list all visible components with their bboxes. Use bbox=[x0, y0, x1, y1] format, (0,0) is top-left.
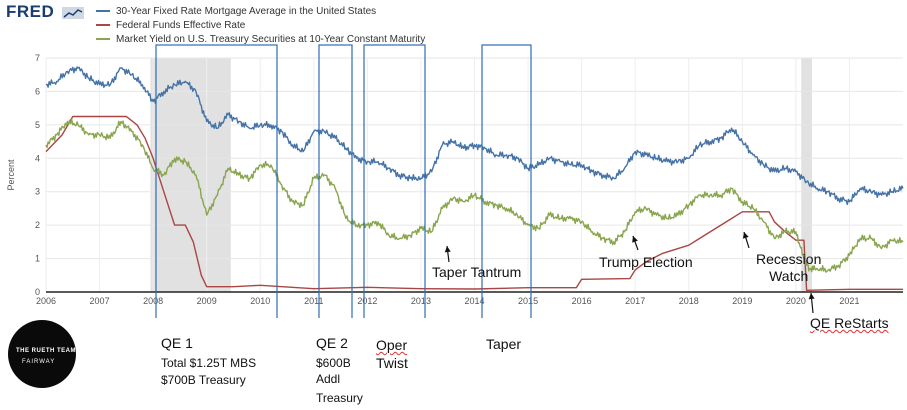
x-tick-label-2012: 2012 bbox=[357, 296, 377, 306]
trump-election-label: Trump Election bbox=[599, 254, 693, 270]
x-tick-label-2019: 2019 bbox=[732, 296, 752, 306]
x-tick-label-2009: 2009 bbox=[197, 296, 217, 306]
qe2-title: QE 2 bbox=[316, 335, 348, 351]
fred-logo-text: FRED bbox=[6, 2, 55, 21]
fred-logo[interactable]: FRED bbox=[6, 2, 84, 22]
x-tick-label-2014: 2014 bbox=[464, 296, 484, 306]
axis-layer: 0 1 2 3 4 5 6 7 2006 2007 2008 2009 2010 2011 2012 2013… bbox=[6, 53, 903, 306]
qe-restarts-arrow-head bbox=[808, 293, 815, 300]
x-tick-label-2021: 2021 bbox=[839, 296, 859, 306]
recession-watch-label: Recession Watch bbox=[756, 251, 821, 285]
recession-watch-arrow-head bbox=[742, 232, 749, 239]
recession-band-1 bbox=[801, 58, 812, 292]
logo-text-fairway: FAIRWAY bbox=[22, 359, 56, 365]
legend-swatch-treasury bbox=[96, 38, 110, 40]
chart-area: 0 1 2 3 4 5 6 7 2006 2007 2008 2009 2010 2011 2012 2013… bbox=[6, 44, 904, 331]
x-tick-label-2018: 2018 bbox=[679, 296, 699, 306]
gridlines-layer bbox=[45, 57, 903, 293]
x-tick-label-2016: 2016 bbox=[572, 296, 592, 306]
x-tick-label-2017: 2017 bbox=[625, 296, 645, 306]
series-line-2 bbox=[45, 118, 904, 273]
recession-watch-line1: Recession bbox=[756, 251, 822, 267]
oper-twist-line2: Twist bbox=[376, 355, 408, 371]
fred-graph-icon bbox=[61, 6, 84, 19]
oper-twist-line1: Oper bbox=[376, 337, 407, 354]
x-tick-label-2011: 2011 bbox=[304, 296, 323, 306]
qe2-line1: $600B bbox=[316, 356, 351, 370]
y-tick-label-1: 1 bbox=[35, 254, 40, 264]
legend-swatch-mortgage bbox=[96, 10, 110, 12]
series-line-0 bbox=[45, 66, 904, 206]
recession-watch-line2: Watch bbox=[769, 268, 809, 284]
y-tick-label-0: 0 bbox=[35, 287, 40, 297]
series-layer bbox=[45, 66, 904, 291]
annotation-arrows-layer bbox=[444, 231, 815, 314]
y-tick-label-7: 7 bbox=[35, 53, 40, 63]
logo-text-team: THE RUETH TEAM bbox=[16, 348, 76, 354]
legend-item-treasury: Market Yield on U.S. Treasury Securities… bbox=[96, 32, 425, 46]
x-tick-label-2015: 2015 bbox=[518, 296, 538, 306]
taper-tantrum-label: Taper Tantrum bbox=[432, 264, 522, 280]
oper-twist-box bbox=[363, 44, 426, 331]
recession-shading-layer bbox=[150, 58, 812, 292]
qe-restarts-label: QE ReStarts bbox=[810, 315, 889, 332]
legend-swatch-fedfunds bbox=[96, 24, 110, 26]
legend-item-mortgage: 30-Year Fixed Rate Mortgage Average in t… bbox=[96, 4, 425, 18]
x-tick-label-2013: 2013 bbox=[411, 296, 431, 306]
y-tick-label-4: 4 bbox=[35, 153, 40, 163]
logo-circle bbox=[8, 320, 76, 388]
qe1-line1: Total $1.25T MBS bbox=[161, 356, 257, 370]
legend-label-fedfunds: Federal Funds Effective Rate bbox=[116, 19, 246, 31]
taper-tantrum-arrow-head bbox=[444, 246, 451, 253]
trump-election-arrow-head bbox=[632, 236, 638, 243]
qe2-line2: Addl bbox=[316, 372, 341, 386]
x-tick-label-2007: 2007 bbox=[90, 296, 110, 306]
x-tick-label-2010: 2010 bbox=[250, 296, 270, 306]
taper-label: Taper bbox=[486, 336, 522, 352]
legend-item-fedfunds: Federal Funds Effective Rate bbox=[96, 18, 425, 32]
chart-svg: 0 1 2 3 4 5 6 7 2006 2007 2008 2009 2010 2011 2012 2013… bbox=[6, 44, 904, 331]
legend-label-mortgage: 30-Year Fixed Rate Mortgage Average in t… bbox=[116, 5, 377, 17]
rueth-team-logo: THE RUETH TEAM FAIRWAY bbox=[0, 318, 84, 410]
legend-label-treasury: Market Yield on U.S. Treasury Securities… bbox=[116, 33, 426, 45]
qe1-title: QE 1 bbox=[161, 335, 193, 351]
y-axis-label: Percent bbox=[6, 159, 16, 191]
x-tick-label-2008: 2008 bbox=[143, 296, 163, 306]
qe-restarts-text: QE ReStarts bbox=[810, 315, 889, 331]
chart-legend: 30-Year Fixed Rate Mortgage Average in t… bbox=[96, 4, 425, 46]
y-tick-label-6: 6 bbox=[35, 86, 40, 96]
x-tick-label-2006: 2006 bbox=[36, 296, 56, 306]
y-tick-label-3: 3 bbox=[35, 187, 40, 197]
qe2-line3: Treasury bbox=[316, 391, 363, 405]
oper-word: Oper bbox=[376, 337, 408, 353]
series-line-1 bbox=[45, 115, 903, 291]
y-tick-label-5: 5 bbox=[35, 120, 40, 130]
qe1-line2: $700B Treasury bbox=[161, 373, 246, 387]
qe2-box bbox=[318, 44, 353, 331]
y-tick-label-2: 2 bbox=[35, 220, 40, 230]
x-tick-label-2020: 2020 bbox=[786, 296, 806, 306]
